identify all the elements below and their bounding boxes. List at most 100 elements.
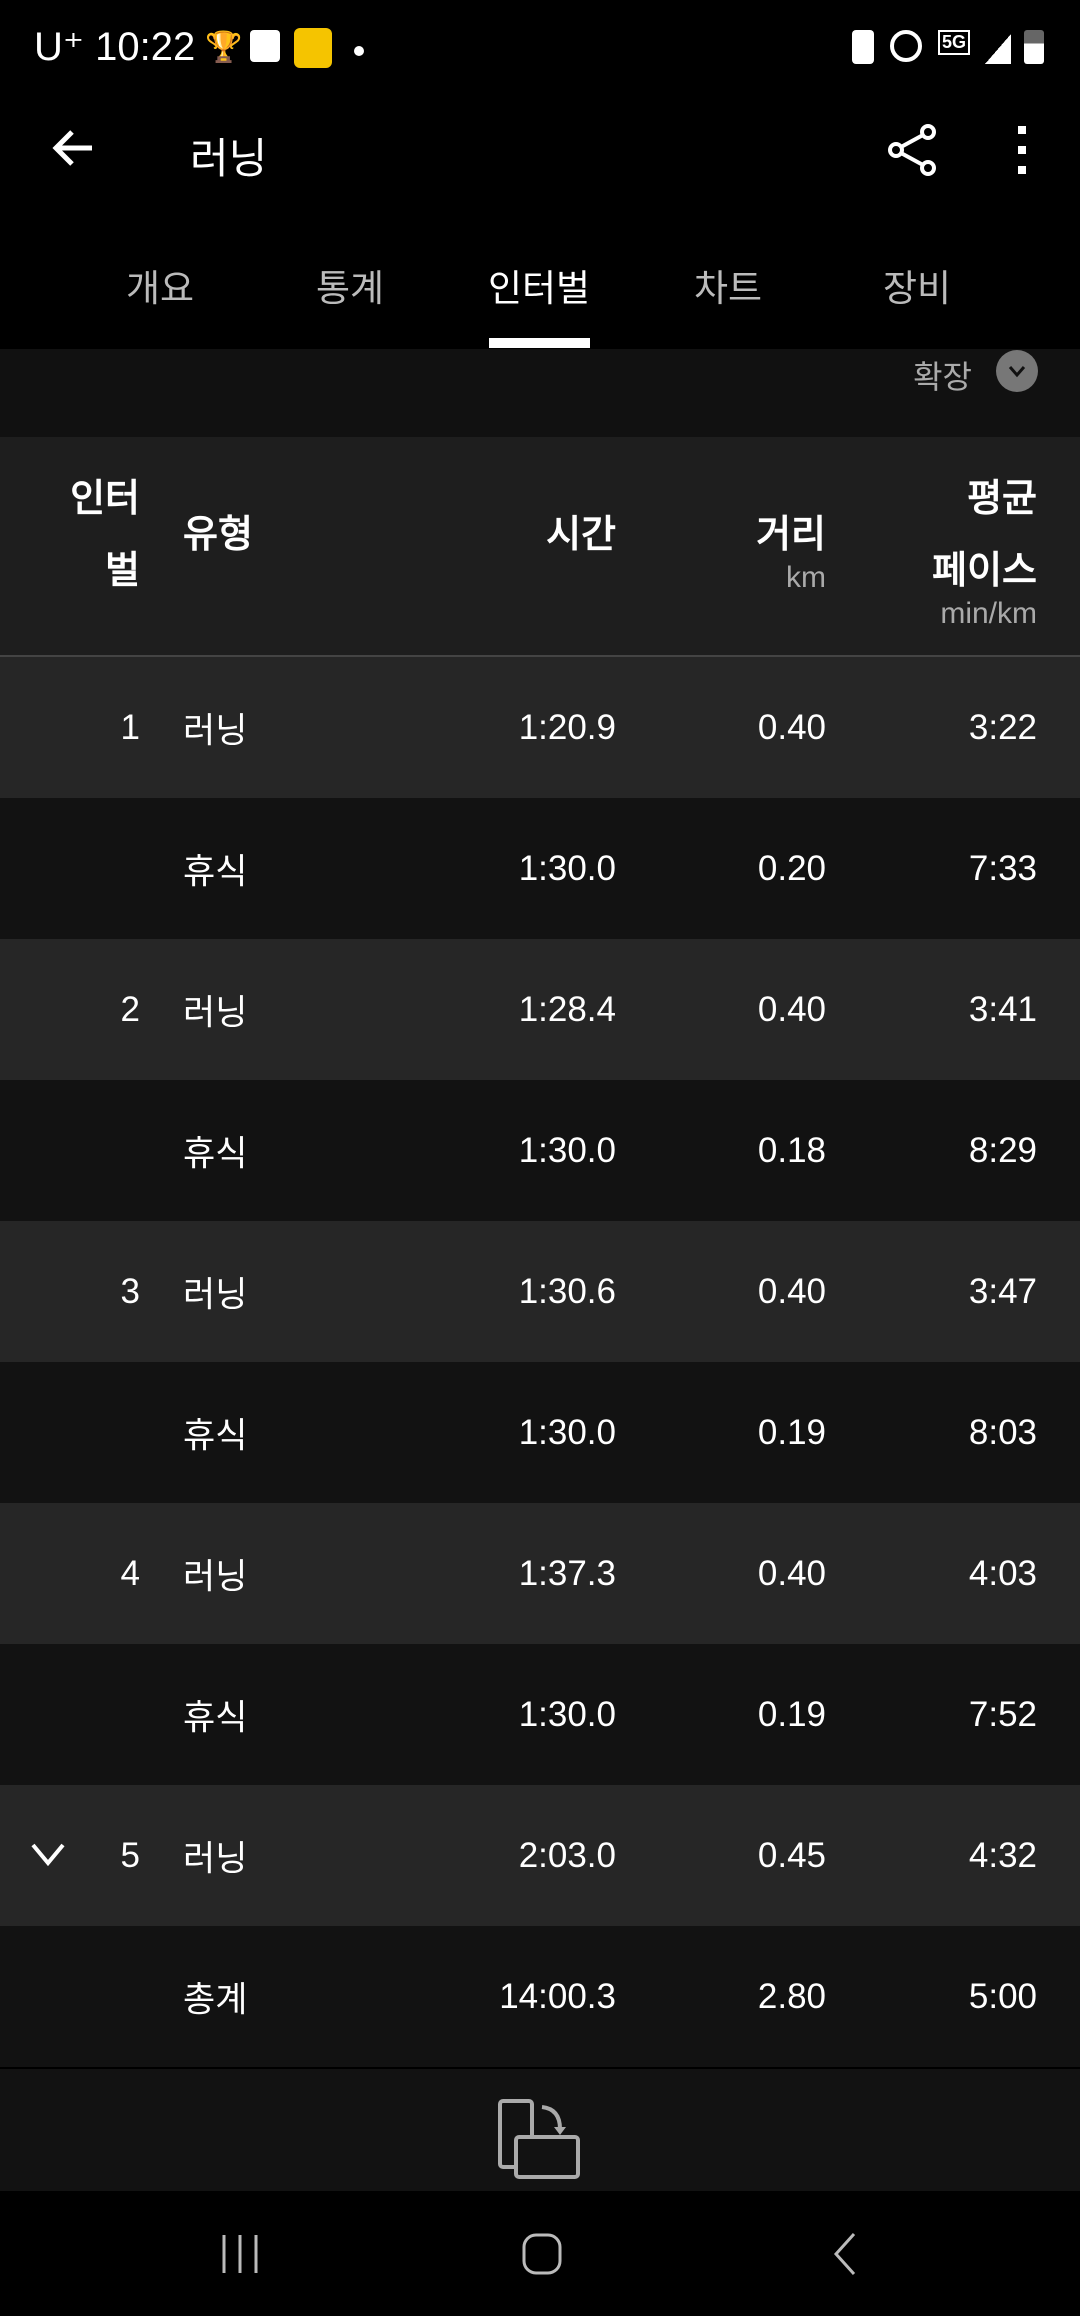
interval-time: 14:00.3 [499, 1976, 616, 2016]
interval-distance: 0.19 [757, 1694, 826, 1734]
interval-type: 러닝 [183, 1557, 248, 1596]
total-row: 총계 14:00.3 2.80 5:00 [0, 1926, 1080, 2067]
table-row: 휴식 1:30.0 0.18 8:29 [0, 1080, 1080, 1221]
interval-pace: 5:00 [968, 1976, 1037, 2016]
table-row: 1 러닝 1:20.9 0.40 3:22 [0, 657, 1080, 798]
interval-pace: 4:03 [968, 1553, 1037, 1593]
interval-pace: 8:03 [968, 1412, 1037, 1452]
table-row: 휴식 1:30.0 0.19 8:03 [0, 1362, 1080, 1503]
interval-number: 1 [120, 707, 140, 747]
interval-type: 러닝 [183, 993, 248, 1032]
interval-type: 휴식 [183, 852, 248, 891]
interval-time: 1:30.0 [518, 1130, 616, 1170]
clock: 10:22 [95, 25, 196, 69]
tab-overview[interactable]: 개요 [125, 268, 195, 309]
more-vertical-icon[interactable] [1010, 122, 1034, 178]
interval-type: 러닝 [183, 1275, 248, 1314]
interval-number: 5 [120, 1835, 140, 1875]
interval-type: 휴식 [183, 1134, 248, 1173]
expand-bar [0, 349, 1080, 437]
header-interval-1: 인터 [70, 478, 140, 520]
table-row: 4 러닝 1:37.3 0.40 4:03 [0, 1503, 1080, 1644]
header-interval-2: 벌 [105, 550, 140, 592]
expand-button[interactable] [996, 350, 1038, 392]
arrow-left-icon[interactable] [48, 122, 100, 174]
interval-distance: 0.40 [757, 707, 826, 747]
interval-distance: 0.18 [757, 1130, 826, 1170]
interval-time: 1:30.0 [518, 848, 616, 888]
recent-apps-icon[interactable] [218, 2233, 264, 2275]
interval-pace: 8:29 [968, 1130, 1037, 1170]
interval-pace: 3:22 [968, 707, 1037, 747]
interval-pace: 4:32 [968, 1835, 1037, 1875]
system-nav-bar [0, 2191, 1080, 2316]
interval-number: 4 [120, 1553, 140, 1593]
interval-time: 2:03.0 [518, 1835, 616, 1875]
header-type: 유형 [183, 514, 253, 556]
notification-dot-icon [354, 46, 364, 56]
interval-number: 2 [120, 989, 140, 1029]
interval-pace: 3:47 [968, 1271, 1037, 1311]
interval-type: 러닝 [183, 711, 248, 750]
header-distance: 거리 [756, 514, 826, 556]
interval-type: 휴식 [183, 1416, 248, 1455]
home-icon[interactable] [520, 2231, 564, 2277]
interval-number: 3 [120, 1271, 140, 1311]
interval-time: 1:30.0 [518, 1412, 616, 1452]
header-pace-2: 페이스 [932, 550, 1037, 592]
interval-distance: 0.40 [757, 1553, 826, 1593]
alarm-icon [890, 30, 922, 62]
tab-chart[interactable]: 차트 [693, 268, 763, 309]
tab-stats[interactable]: 통계 [315, 268, 385, 309]
back-icon[interactable] [830, 2231, 860, 2277]
interval-pace: 7:33 [968, 848, 1037, 888]
table-row: 3 러닝 1:30.6 0.40 3:47 [0, 1221, 1080, 1362]
kb-app-icon [294, 28, 332, 68]
carrier: U⁺ [34, 25, 84, 69]
interval-distance: 0.19 [757, 1412, 826, 1452]
interval-type: 총계 [183, 1980, 248, 2019]
status-time: U⁺ 10:22 [34, 24, 195, 70]
interval-time: 1:37.3 [518, 1553, 616, 1593]
trophy-icon: 🏆 [205, 31, 243, 64]
network-type: 5G [938, 30, 971, 55]
table-header: 인터 벌 유형 시간 거리 km 평균 페이스 min/km [0, 437, 1080, 657]
interval-type: 러닝 [183, 1839, 248, 1878]
interval-time: 1:28.4 [518, 989, 616, 1029]
battery-saver-icon [852, 30, 874, 64]
page-title: 러닝 [190, 135, 268, 182]
rotate-area [0, 2069, 1080, 2191]
table-row: 2 러닝 1:28.4 0.40 3:41 [0, 939, 1080, 1080]
active-tab-indicator [489, 338, 590, 348]
status-bar: U⁺ 10:22 🏆 5G [0, 0, 1080, 100]
interval-type: 휴식 [183, 1698, 248, 1737]
interval-distance: 0.45 [757, 1835, 826, 1875]
interval-distance: 0.40 [757, 989, 826, 1029]
header-time: 시간 [546, 514, 616, 556]
interval-pace: 3:41 [968, 989, 1037, 1029]
chevron-down-icon[interactable] [30, 1841, 66, 1867]
battery-icon [1024, 30, 1044, 64]
chevron-down-icon [1008, 366, 1026, 378]
interval-time: 1:30.6 [518, 1271, 616, 1311]
tab-bar: 개요 통계 인터벌 차트 장비 [0, 240, 1080, 350]
table-row: 휴식 1:30.0 0.19 7:52 [0, 1644, 1080, 1785]
header-pace-1: 평균 [967, 478, 1037, 520]
table-row[interactable]: 5 러닝 2:03.0 0.45 4:32 [0, 1785, 1080, 1926]
signal-icon [985, 34, 1011, 64]
interval-distance: 2.80 [757, 1976, 826, 2016]
interval-time: 1:20.9 [518, 707, 616, 747]
interval-time: 1:30.0 [518, 1694, 616, 1734]
interval-distance: 0.40 [757, 1271, 826, 1311]
table-row: 휴식 1:30.0 0.20 7:33 [0, 798, 1080, 939]
share-icon[interactable] [884, 122, 940, 178]
rotate-screen-icon[interactable] [496, 2099, 586, 2179]
header-pace-unit: min/km [940, 597, 1037, 630]
interval-distance: 0.20 [757, 848, 826, 888]
expand-label[interactable]: 확장 [913, 359, 972, 395]
header-distance-unit: km [786, 561, 826, 594]
interval-pace: 7:52 [968, 1694, 1037, 1734]
gallery-icon [250, 30, 280, 62]
tab-intervals[interactable]: 인터벌 [487, 268, 591, 309]
tab-gear[interactable]: 장비 [882, 268, 952, 309]
